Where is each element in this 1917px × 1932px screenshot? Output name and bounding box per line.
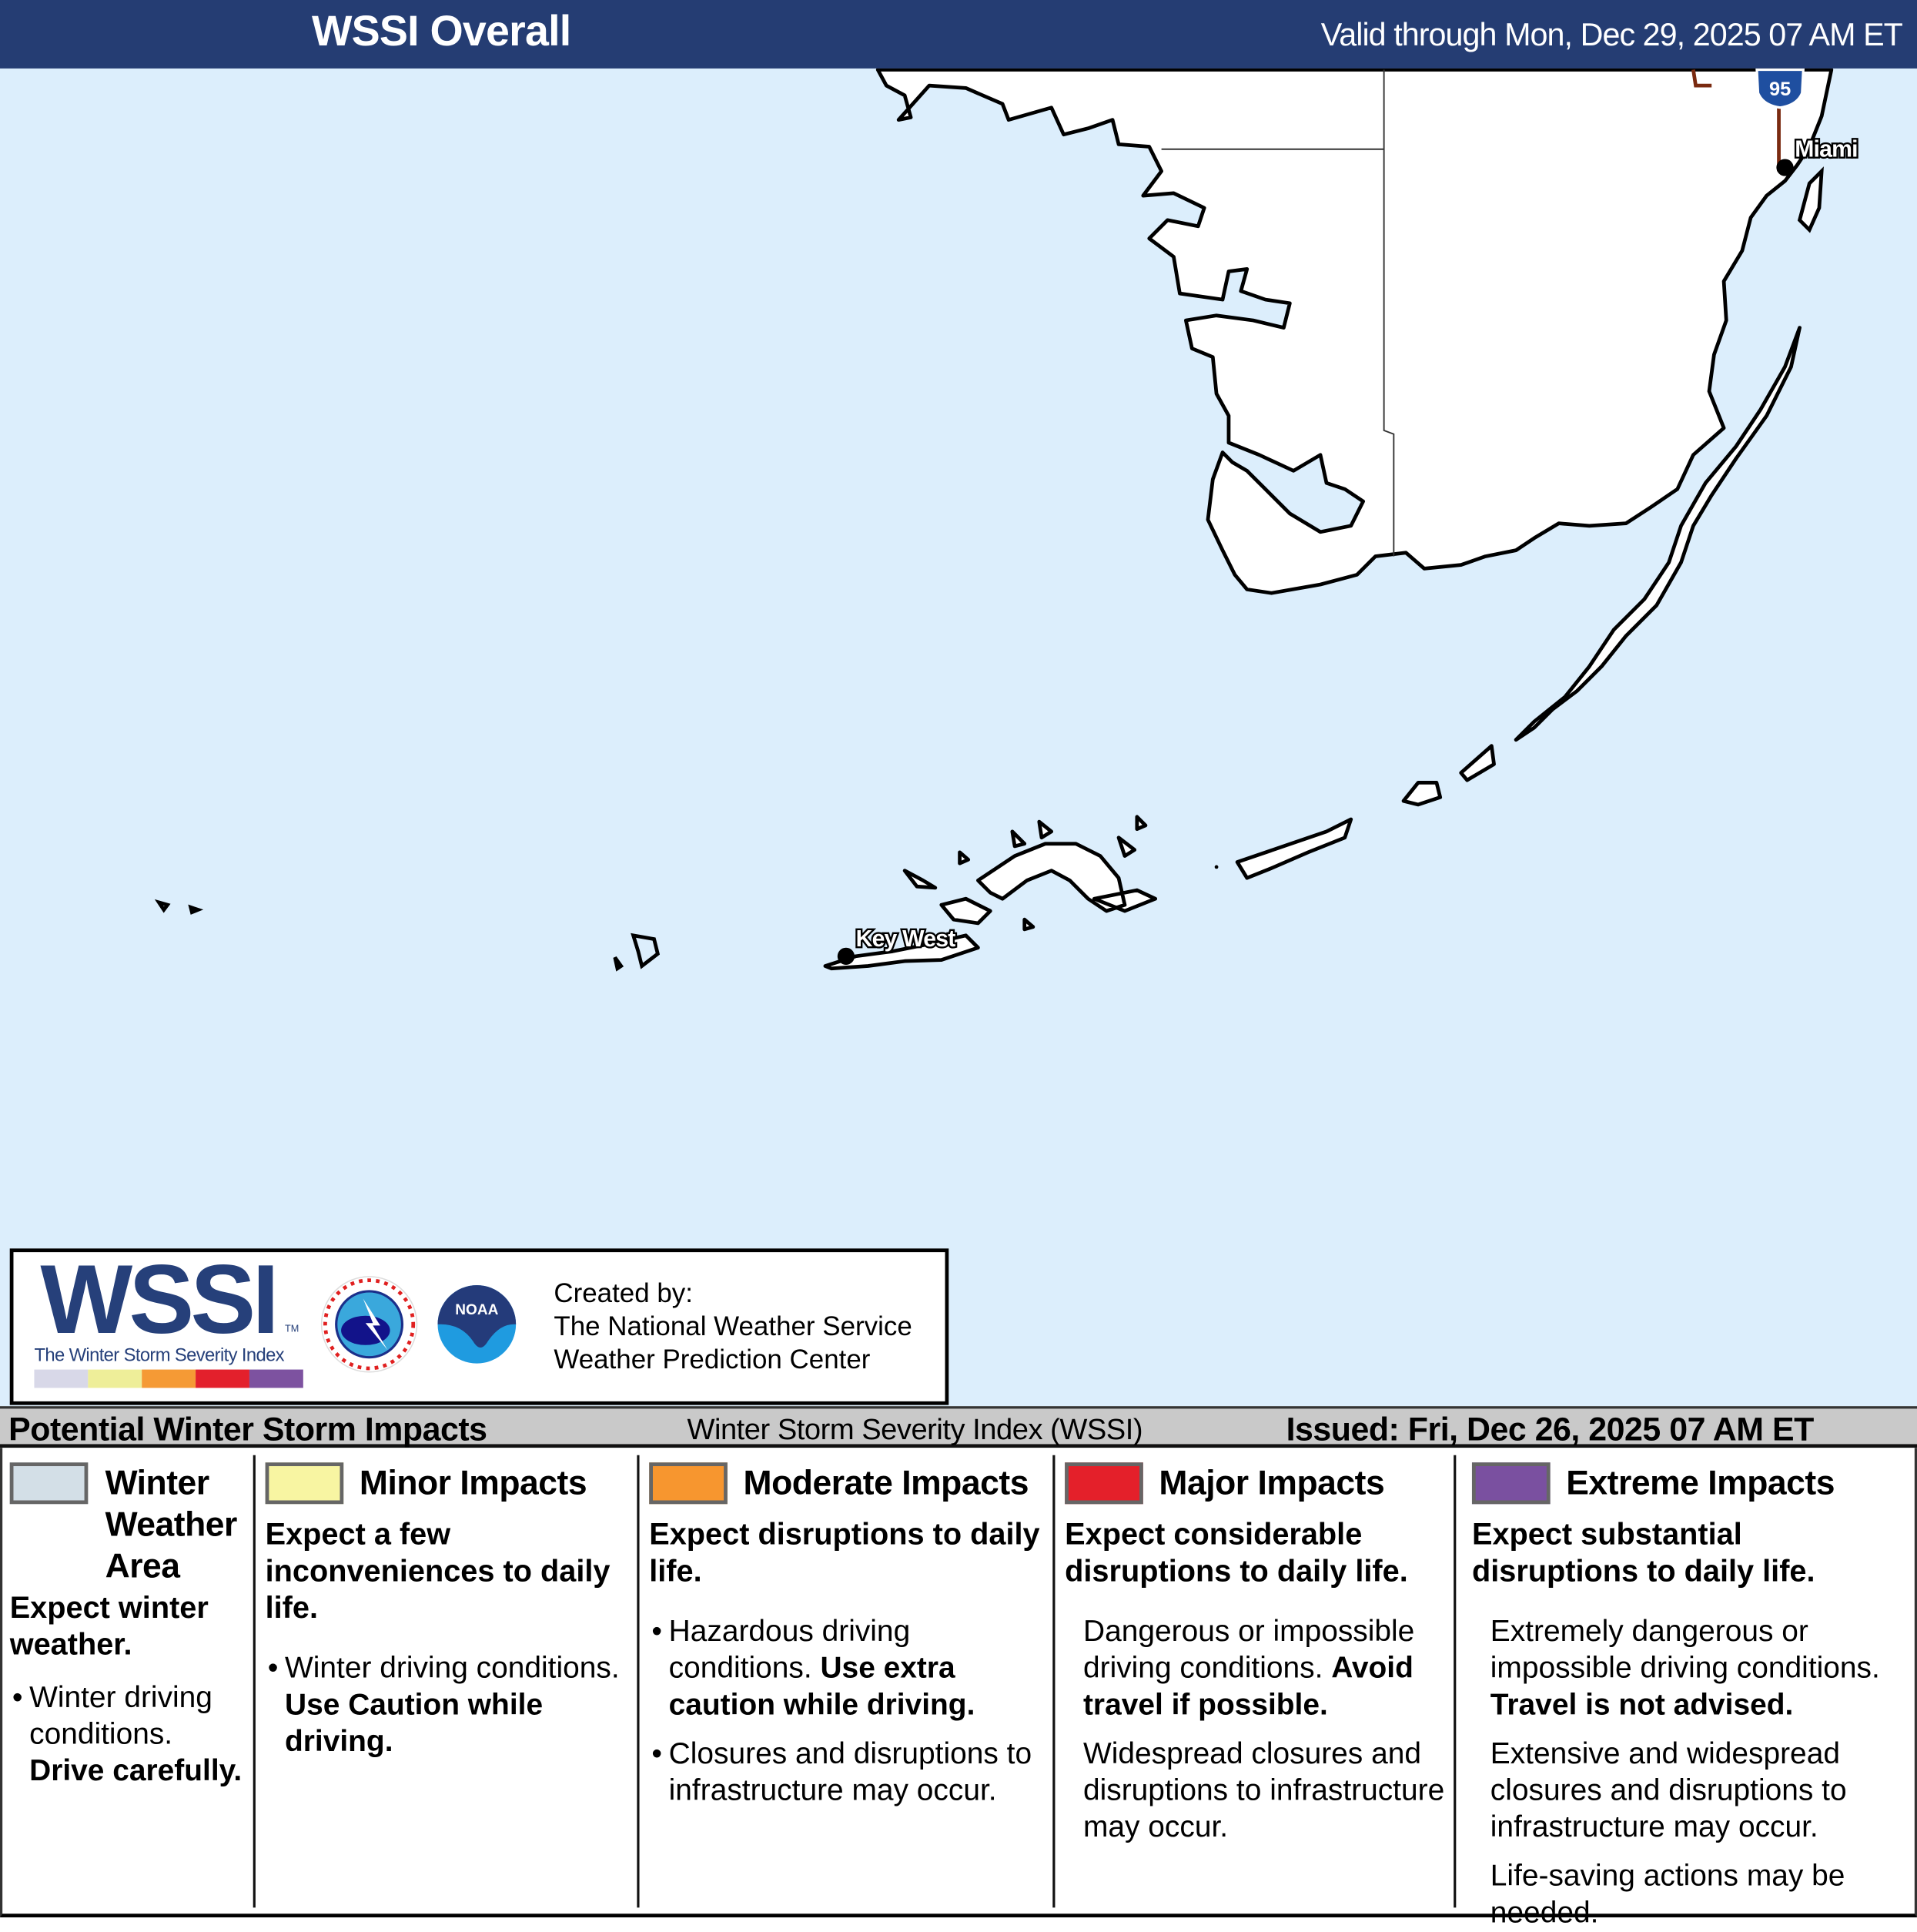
column-divider	[637, 1455, 640, 1908]
created-by-block: Created by: The National Weather Service…	[554, 1277, 912, 1376]
description-text: Winter driving conditions.	[285, 1652, 620, 1686]
impact-heading: Expect considerable disruptions to daily…	[1065, 1517, 1408, 1589]
impact-level-title: Winter Weather Area	[105, 1463, 238, 1585]
legend-subtitle: Winter Storm Severity Index (WSSI)	[687, 1413, 1143, 1447]
colorbar-segment	[34, 1369, 89, 1388]
creator-wpc: Weather Prediction Center	[554, 1344, 871, 1374]
impact-description: Life-saving actions may be needed.	[1490, 1859, 1910, 1932]
impact-description: • Winter driving conditions. Use Caution …	[268, 1651, 632, 1761]
florida-keys-lower	[902, 815, 1158, 932]
florida-keys-middle	[1235, 744, 1496, 880]
legend-column-extreme-impacts: Extreme Impacts Expect substantial disrup…	[1471, 1462, 1910, 1932]
colorbar-segment	[249, 1369, 303, 1388]
impact-description: • Closures and disruptions to infrastruct…	[651, 1736, 1047, 1810]
impact-description: Extensive and widespread closures and di…	[1490, 1736, 1910, 1847]
impact-swatch	[649, 1462, 728, 1505]
column-divider	[1052, 1455, 1056, 1908]
impact-swatch	[1065, 1462, 1143, 1505]
impact-swatch	[1471, 1462, 1551, 1505]
legend-column-moderate-impacts: Moderate Impacts Expect disruptions to da…	[649, 1462, 1046, 1810]
column-divider	[253, 1455, 256, 1908]
county-line	[1161, 69, 1395, 557]
description-text: Closures and disruptions to infrastructu…	[668, 1737, 1032, 1808]
key-west-island	[823, 933, 980, 971]
city-label-key-west: Key West	[856, 926, 956, 952]
impact-heading: Expect a few inconveniences to daily lif…	[265, 1517, 611, 1626]
impact-description: Widespread closures and disruptions to i…	[1083, 1736, 1447, 1847]
description-text: Winter driving conditions.	[29, 1681, 212, 1752]
bullet-icon: •	[267, 1652, 279, 1686]
wssi-subtitle: The Winter Storm Severity Index	[34, 1344, 284, 1366]
header-bar: WSSI Overall Valid through Mon, Dec 29, …	[0, 0, 1917, 69]
svg-text:NOAA: NOAA	[455, 1302, 498, 1318]
wssi-wordmark: WSSI	[40, 1244, 279, 1354]
emphasis-text: Avoid travel if possible.	[1082, 1652, 1413, 1722]
svg-text:95: 95	[1769, 79, 1791, 100]
impact-description: Extremely dangerous or impossible drivin…	[1490, 1614, 1910, 1724]
bullet-icon: •	[651, 1615, 663, 1649]
emphasis-text: Use Caution while driving.	[285, 1689, 544, 1759]
trademark: TM	[285, 1323, 299, 1334]
impact-level-title: Extreme Impacts	[1566, 1463, 1835, 1502]
nws-logo-icon	[320, 1276, 418, 1373]
wssi-logo-box: WSSI TM The Winter Storm Severity Index …	[9, 1244, 949, 1405]
impact-description: Dangerous or impossible driving conditio…	[1083, 1614, 1447, 1724]
impact-level-title: Moderate Impacts	[743, 1463, 1029, 1502]
map-area: 95 Miami Key West	[154, 68, 1860, 972]
legend-column-winter-weather-area: Winter Weather Area Expect winter weather…	[9, 1462, 252, 1790]
florida-keys-upper	[1514, 326, 1802, 742]
legend-header: Potential Winter Storm Impacts Winter St…	[0, 1406, 1917, 1448]
islet	[1214, 865, 1219, 869]
emphasis-text: Use extra caution while driving.	[668, 1652, 975, 1722]
description-text: Widespread closures and disruptions to i…	[1082, 1737, 1445, 1844]
impact-legend: Winter Weather Area Expect winter weather…	[0, 1448, 1917, 1930]
created-by-label: Created by:	[554, 1277, 693, 1309]
dry-tortugas	[154, 899, 661, 972]
colorbar-segment	[142, 1369, 196, 1388]
impact-description: • Winter driving conditions. Drive carefu…	[12, 1680, 252, 1790]
city-dot-miami	[1776, 159, 1794, 176]
description-text: Extremely dangerous or impossible drivin…	[1490, 1615, 1880, 1686]
impact-heading: Expect substantial disruptions to daily …	[1471, 1517, 1815, 1589]
impact-description: • Hazardous driving conditions. Use extra…	[651, 1614, 1047, 1724]
creator-nws: The National Weather Service	[554, 1311, 912, 1342]
barrier-island	[1797, 166, 1824, 233]
map-title: WSSI Overall	[311, 7, 571, 55]
city-dot-key-west	[837, 947, 855, 965]
legend-column-minor-impacts: Minor Impacts Expect a few inconveniences…	[265, 1462, 632, 1761]
impact-heading: Expect winter weather.	[9, 1591, 209, 1662]
bullet-icon: •	[12, 1681, 23, 1715]
colorbar-segment	[88, 1369, 142, 1388]
colorbar-segment	[196, 1369, 249, 1388]
description-text: Life-saving actions may be needed.	[1490, 1860, 1845, 1930]
city-label-miami: Miami	[1795, 136, 1858, 162]
issued-time: Issued: Fri, Dec 26, 2025 07 AM ET	[1286, 1411, 1815, 1448]
impact-swatch	[9, 1462, 89, 1505]
emphasis-text: Travel is not advised.	[1490, 1689, 1794, 1722]
wssi-colorbar	[34, 1369, 303, 1388]
highway-i95	[1691, 69, 1781, 172]
column-divider	[1454, 1455, 1457, 1908]
valid-through: Valid through Mon, Dec 29, 2025 07 AM ET	[1320, 15, 1903, 53]
i95-shield-icon: 95	[1755, 68, 1805, 109]
impact-level-title: Major Impacts	[1159, 1463, 1385, 1502]
legend-column-major-impacts: Major Impacts Expect considerable disrupt…	[1065, 1462, 1446, 1847]
impact-heading: Expect disruptions to daily life.	[649, 1517, 1040, 1589]
emphasis-text: Drive carefully.	[29, 1754, 243, 1788]
impact-level-title: Minor Impacts	[359, 1463, 587, 1502]
legend-title: Potential Winter Storm Impacts	[8, 1411, 487, 1448]
mainland-florida	[875, 68, 1834, 595]
description-text: Hazardous driving conditions.	[668, 1615, 911, 1686]
bullet-icon: •	[651, 1737, 663, 1771]
noaa-logo-icon: NOAA	[429, 1276, 525, 1372]
description-text: Dangerous or impossible driving conditio…	[1082, 1615, 1415, 1686]
description-text: Extensive and widespread closures and di…	[1490, 1737, 1847, 1844]
impact-swatch	[265, 1462, 344, 1505]
